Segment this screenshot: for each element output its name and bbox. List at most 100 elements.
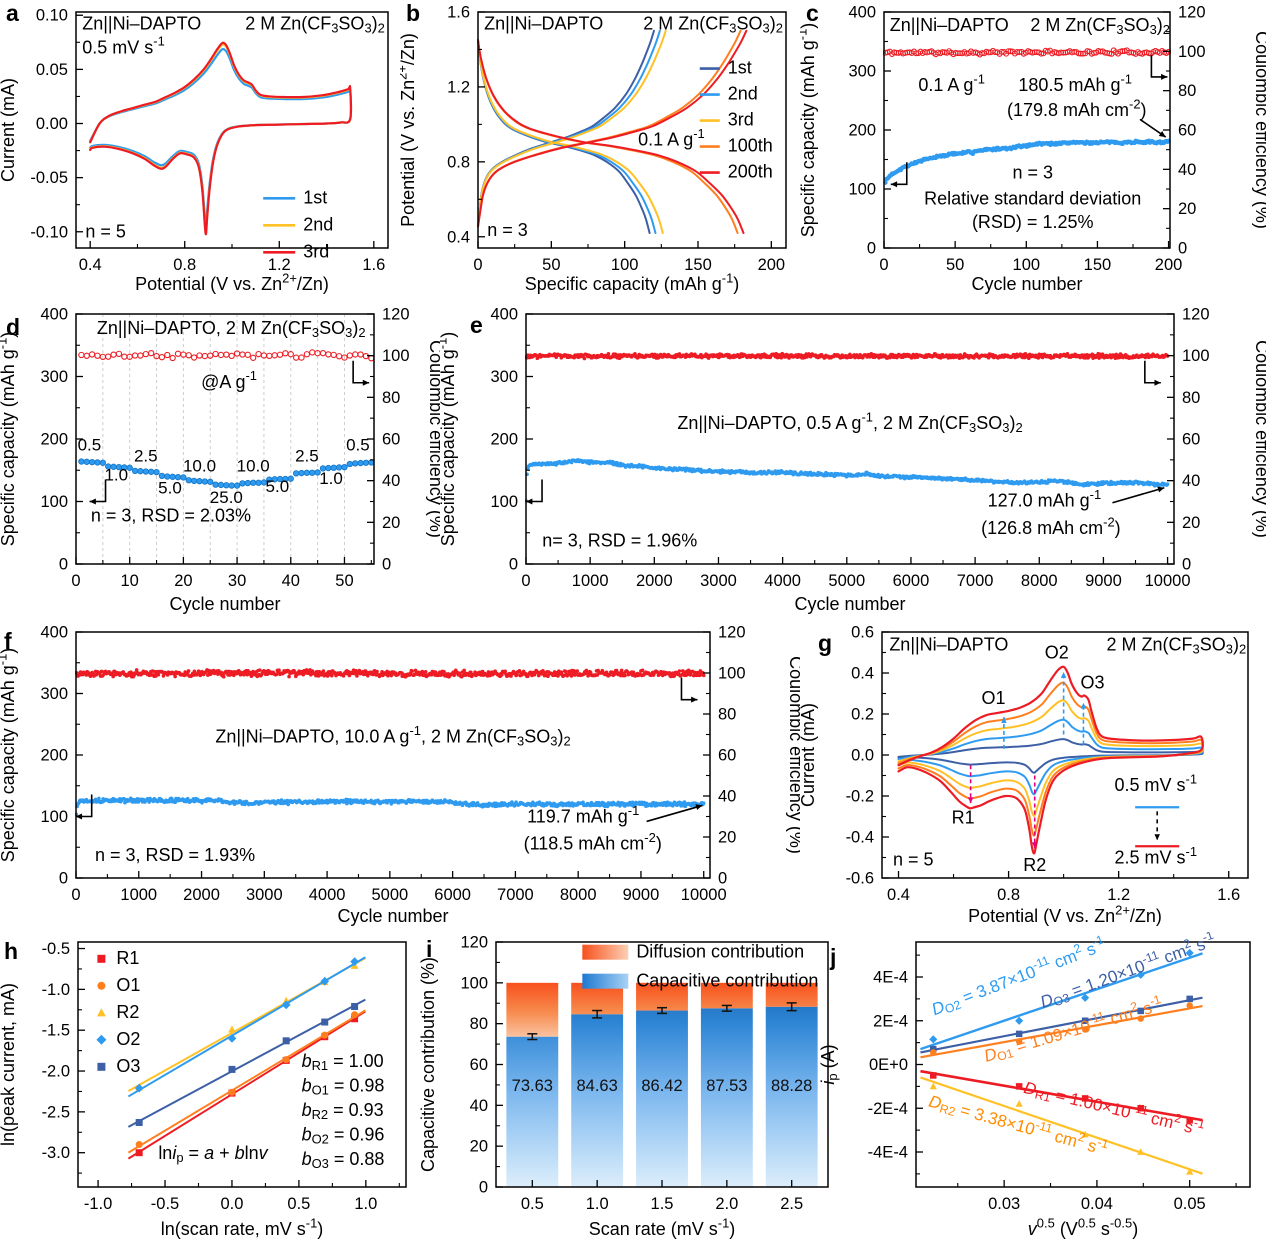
series-1st (477, 39, 651, 235)
panel-d: d 0 10 20 30 40 50 0 100 200 300 400 0 20 40 60 80 100 12… (0, 300, 440, 620)
annotation-text: R1 (952, 808, 975, 828)
y-tick-label: -2.5 (42, 1103, 70, 1121)
series-specific-capacity (525, 458, 1170, 503)
series (920, 948, 1203, 1175)
x-tick-label: -1.0 (84, 1195, 112, 1213)
annotations: Diffusion contribution Capacitive contrib… (582, 942, 818, 991)
y2-tick-label: 120 (1178, 4, 1206, 22)
axes: 0 1000 2000 3000 4000 5000 6000 7000 8000 9000 100… (440, 306, 1266, 615)
series-O1 (920, 1002, 1203, 1059)
y-tick-label: 20 (470, 1138, 488, 1156)
x-tick-label: 1.5 (651, 1195, 674, 1213)
y-tick-label: 100 (460, 974, 488, 992)
annotations: Zn||Ni–DAPTO 2 M Zn(CF3SO3)2 0.5 mV s-1 n =… (82, 14, 385, 262)
annotation-text: 0.1 A g-1 (638, 126, 705, 150)
y2-axis-title: Coulombic efficiency (%) (426, 340, 440, 538)
axes: 0 10 20 30 40 50 0 100 200 300 400 0 20 40 60 80 100 120 C… (0, 306, 440, 615)
annotations: Zn||Ni–DAPTO 2 M Zn(CF3SO3)2 O1 O2 O3 R1 R2 n =… (889, 634, 1246, 874)
x-axis-title: Cycle number (337, 906, 448, 926)
annotation-text: Zn||Ni–DAPTO, 2 M Zn(CF3SO3)2 (97, 318, 366, 340)
y-tick-label: 100 (848, 181, 876, 199)
x-axis-title: Specific capacity (mAh g-1) (525, 270, 740, 294)
y2-tick-label: 100 (718, 665, 746, 683)
y-tick-label: 1.6 (447, 4, 470, 22)
annotation-text: Zn||Ni–DAPTO, 0.5 A g-1, 2 M Zn(CF3SO3)2 (677, 409, 1022, 434)
axes: 0.4 0.8 1.2 1.6 0.10 0.05 0.00 -0.05 -0.10 Potent… (0, 7, 389, 294)
annotation-text: bR2 = 0.93 (302, 1100, 384, 1122)
annotation-text: 2.5 mV s-1 (1115, 844, 1198, 868)
annotation-text: 0.1 A g-1 (918, 72, 985, 96)
y-tick-label: 0 (59, 556, 68, 574)
annotation-text: Zn||Ni–DAPTO (889, 634, 1008, 654)
y-tick-label: 1.2 (447, 78, 470, 96)
x-tick-label: 0.04 (1081, 1195, 1113, 1213)
axes: 0.5 1.0 1.5 2.0 2.5 0 20 40 60 80 100 120 Scan rate … (420, 934, 829, 1239)
panel-i: i 73.63 84.63 86.42 87.53 88.28 0.5 1.0 1.5 2.0 2… (420, 932, 840, 1245)
x-tick-label: 50 (542, 256, 560, 274)
x-tick-label: 0 (473, 256, 482, 274)
y-tick-label: 0.8 (447, 153, 470, 171)
y-tick-label: 400 (40, 624, 68, 642)
y-tick-label: 400 (490, 306, 518, 324)
x-tick-label: 100 (611, 256, 639, 274)
y2-tick-label: 100 (1182, 347, 1210, 365)
y-tick-label: -1.5 (42, 1022, 70, 1040)
x-tick-label: 1.6 (362, 256, 385, 274)
panel-c-chart: 0 50 100 150 2000100200300400020406080100120… (800, 4, 1266, 295)
series (477, 29, 748, 235)
axes: 0.03 0.04 0.05 4E-4 2E-4 0E+0 -2E-4 -4E-4 v0.5 (… (820, 941, 1251, 1239)
x-tick-label: 2.5 (780, 1195, 803, 1213)
y2-tick-label: 60 (1182, 431, 1200, 449)
y-tick-label: 0 (867, 240, 876, 258)
x-tick-label: 0 (71, 572, 80, 590)
y2-tick-label: 60 (382, 431, 400, 449)
annotation-text: 0.5 (78, 435, 102, 454)
annotation-text: DO1 = 1.09×10-11 cm2 s-1 (981, 992, 1165, 1067)
x-tick-label: 20 (174, 572, 192, 590)
axes: -1.0 -0.5 0.0 0.5 1.0 -0.5 -1.0 -1.5 -2.0 -2.5 -3.… (0, 940, 407, 1239)
panel-f-chart: 0 1000 2000 3000 4000 5000 6000 7000 8000 9000 100… (0, 624, 800, 927)
annotation-text: Zn||Ni–DAPTO (82, 14, 201, 34)
annotation-text: Zn||Ni–DAPTO (890, 15, 1009, 35)
x-axis-title: Cycle number (794, 594, 905, 614)
y-tick-label: 0.2 (851, 706, 874, 724)
y-tick-label: 0 (59, 870, 68, 888)
x-axis-title: Cycle number (169, 594, 280, 614)
panel-g-label: g (818, 630, 833, 656)
x-tick-label: 150 (684, 256, 712, 274)
y2-axis-title: Coulombic efficiency (%) (786, 656, 800, 854)
annotation-text: (126.8 mAh cm-2) (981, 514, 1121, 538)
y2-tick-label: 0 (382, 556, 391, 574)
axes: 0 1000 2000 3000 4000 5000 6000 7000 8000 9000 100… (0, 624, 800, 927)
x-tick-label: 4000 (309, 886, 346, 904)
y-tick-label: -3.0 (42, 1144, 70, 1162)
y-tick-label: -4E-4 (868, 1144, 908, 1162)
legend-label: 3rd (728, 110, 754, 130)
annotation-text: (118.5 mAh cm-2) (524, 830, 662, 854)
annotation-text: Zn||Ni–DAPTO (484, 14, 603, 34)
panel-h-chart: -1.0 -0.5 0.0 0.5 1.0 -0.5 -1.0 -1.5 -2.0 -2.5 -3.… (0, 940, 407, 1239)
series-O2 (920, 948, 1203, 1051)
x-tick-label: 6000 (434, 886, 471, 904)
series-3rd (477, 29, 667, 228)
x-tick-label: 6000 (893, 572, 930, 590)
y-tick-label: 200 (40, 431, 68, 449)
bar-value: 88.28 (771, 1077, 812, 1095)
x-tick-label: 30 (228, 572, 246, 590)
panel-e-label: e (470, 312, 483, 338)
y2-tick-label: 20 (1178, 200, 1196, 218)
annotation-text: O3 (1081, 672, 1105, 692)
series-coulombic-efficiency (78, 349, 375, 362)
series-coulombic-efficiency (75, 668, 706, 679)
panel-a: a 0.4 0.8 1.2 1.6 0.10 0.05 0.00 -0.05 -0.10 Pote… (0, 0, 400, 300)
annotation-text: n = 3, RSD = 2.03% (91, 506, 251, 526)
panel-j-label: j (830, 944, 837, 970)
y-axis-title: Specific capacity (mAh g-1) (0, 332, 18, 547)
y-tick-label: 0.4 (447, 228, 470, 246)
x-tick-label: 1.2 (1107, 886, 1130, 904)
panel-a-label: a (6, 0, 19, 26)
annotation-text: 2.5 (295, 447, 319, 466)
y2-tick-label: 40 (382, 472, 400, 490)
x-tick-label: 0 (879, 256, 888, 274)
